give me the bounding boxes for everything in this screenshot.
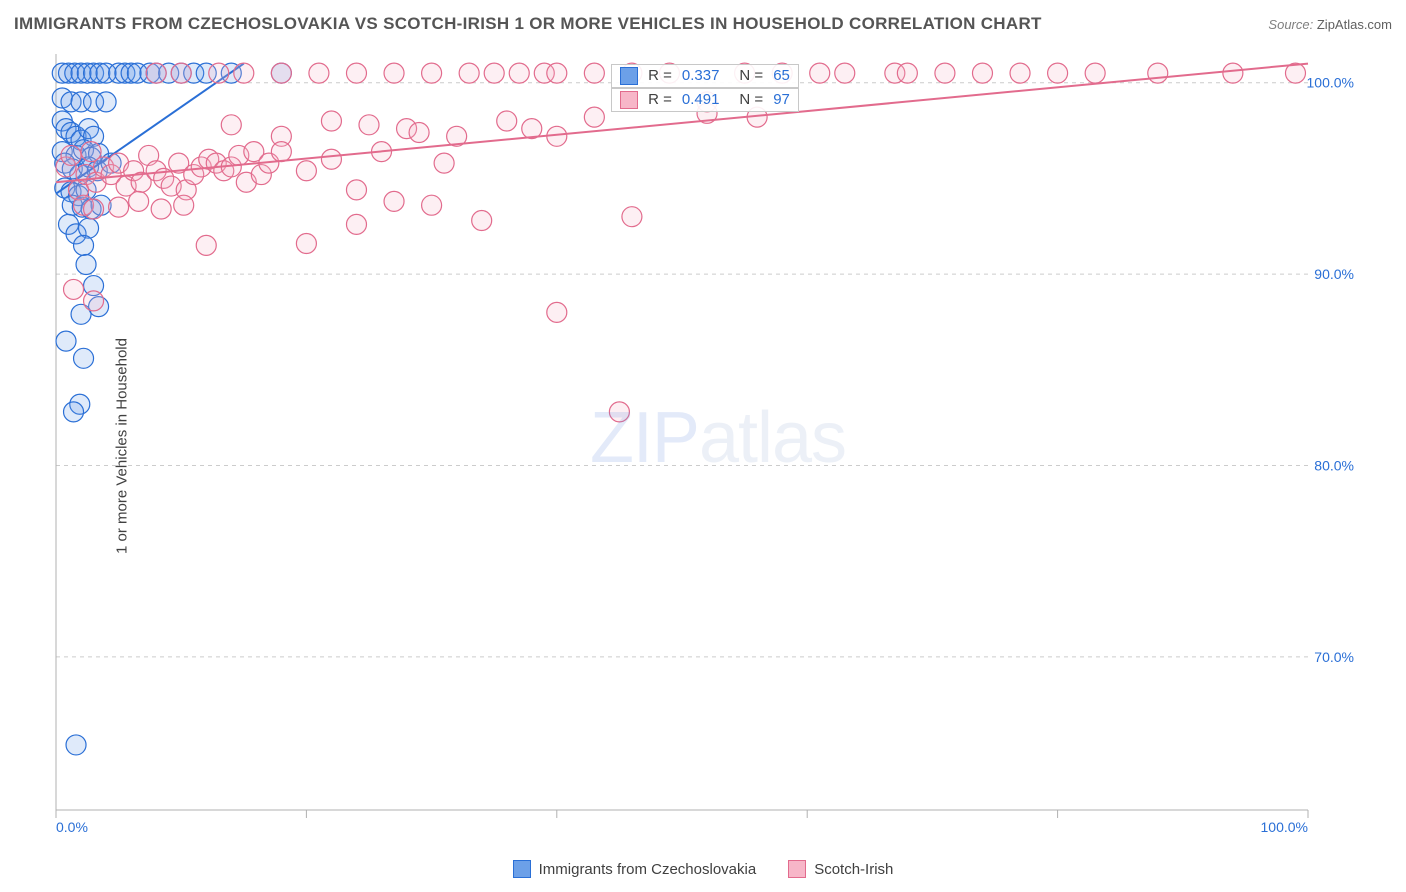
svg-text:100.0%: 100.0% xyxy=(1307,75,1354,91)
legend-swatch xyxy=(513,860,531,878)
scatter-point xyxy=(434,153,454,173)
scatter-point xyxy=(96,92,116,112)
scatter-point xyxy=(61,145,81,165)
scatter-point xyxy=(622,207,642,227)
scatter-point xyxy=(810,63,830,83)
scatter-point xyxy=(547,302,567,322)
legend-swatch xyxy=(788,860,806,878)
scatter-point xyxy=(972,63,992,83)
scatter-point xyxy=(346,180,366,200)
scatter-point xyxy=(472,211,492,231)
legend-item: Immigrants from Czechoslovakia xyxy=(513,860,757,878)
scatter-point xyxy=(66,735,86,755)
scatter-point xyxy=(1148,63,1168,83)
scatter-point xyxy=(146,63,166,83)
scatter-point xyxy=(309,63,329,83)
scatter-point xyxy=(547,63,567,83)
scatter-point xyxy=(1010,63,1030,83)
scatter-point xyxy=(196,235,216,255)
scatter-point xyxy=(1048,63,1068,83)
stats-row: R = 0.337 N = 65 xyxy=(611,64,799,88)
scatter-point xyxy=(835,63,855,83)
chart-title: IMMIGRANTS FROM CZECHOSLOVAKIA VS SCOTCH… xyxy=(14,14,1042,34)
scatter-point xyxy=(171,63,191,83)
svg-text:90.0%: 90.0% xyxy=(1314,266,1354,282)
scatter-point xyxy=(1085,63,1105,83)
scatter-point xyxy=(56,331,76,351)
svg-text:0.0%: 0.0% xyxy=(56,819,88,835)
scatter-point xyxy=(321,149,341,169)
source-value: ZipAtlas.com xyxy=(1317,17,1392,32)
scatter-point xyxy=(271,63,291,83)
scatter-point xyxy=(897,63,917,83)
stats-r-label: R = xyxy=(648,91,672,108)
scatter-point xyxy=(1223,63,1243,83)
scatter-point xyxy=(84,291,104,311)
scatter-point xyxy=(296,161,316,181)
scatter-point xyxy=(497,111,517,131)
svg-text:80.0%: 80.0% xyxy=(1314,457,1354,473)
stats-r-label: R = xyxy=(648,67,672,84)
scatter-point xyxy=(84,199,104,219)
scatter-point xyxy=(346,63,366,83)
scatter-point xyxy=(74,348,94,368)
scatter-point xyxy=(209,63,229,83)
scatter-point xyxy=(935,63,955,83)
scatter-point xyxy=(422,63,442,83)
stats-r-value: 0.491 xyxy=(682,91,720,108)
scatter-point xyxy=(296,233,316,253)
stats-swatch xyxy=(620,67,638,85)
plot-area: ZIPatlas 70.0%80.0%90.0%100.0%0.0%100.0%… xyxy=(50,48,1386,836)
source-attribution: Source: ZipAtlas.com xyxy=(1268,17,1392,32)
scatter-point xyxy=(174,195,194,215)
scatter-point xyxy=(359,115,379,135)
scatter-point xyxy=(422,195,442,215)
stats-r-value: 0.337 xyxy=(682,67,720,84)
legend-item: Scotch-Irish xyxy=(788,860,893,878)
scatter-point xyxy=(234,63,254,83)
scatter-point xyxy=(64,402,84,422)
legend-label: Immigrants from Czechoslovakia xyxy=(539,861,757,878)
scatter-point xyxy=(484,63,504,83)
svg-text:100.0%: 100.0% xyxy=(1261,819,1308,835)
stats-n-value: 65 xyxy=(773,67,790,84)
scatter-point xyxy=(409,122,429,142)
source-label: Source: xyxy=(1268,17,1313,32)
legend: Immigrants from Czechoslovakia Scotch-Iri… xyxy=(0,860,1406,878)
scatter-point xyxy=(129,191,149,211)
scatter-point xyxy=(584,63,604,83)
stats-swatch xyxy=(620,91,638,109)
svg-text:70.0%: 70.0% xyxy=(1314,649,1354,665)
stats-n-label: N = xyxy=(739,91,763,108)
stats-box: R = 0.337 N = 65 R = 0.491 N = 97 xyxy=(611,64,799,112)
scatter-point xyxy=(151,199,171,219)
scatter-point xyxy=(109,197,129,217)
scatter-point xyxy=(459,63,479,83)
scatter-point xyxy=(346,214,366,234)
scatter-point xyxy=(64,279,84,299)
scatter-point xyxy=(76,255,96,275)
scatter-point xyxy=(584,107,604,127)
stats-n-label: N = xyxy=(739,67,763,84)
scatter-point xyxy=(221,115,241,135)
legend-label: Scotch-Irish xyxy=(814,861,893,878)
scatter-point xyxy=(384,191,404,211)
stats-n-value: 97 xyxy=(773,91,790,108)
scatter-chart: 70.0% 80.0% 90.0% 100.0% 0.0% 100.0% xyxy=(50,48,1386,836)
scatter-point xyxy=(509,63,529,83)
stats-row: R = 0.491 N = 97 xyxy=(611,88,799,112)
scatter-point xyxy=(271,142,291,162)
scatter-point xyxy=(74,235,94,255)
scatter-point xyxy=(321,111,341,131)
scatter-point xyxy=(609,402,629,422)
scatter-point xyxy=(384,63,404,83)
